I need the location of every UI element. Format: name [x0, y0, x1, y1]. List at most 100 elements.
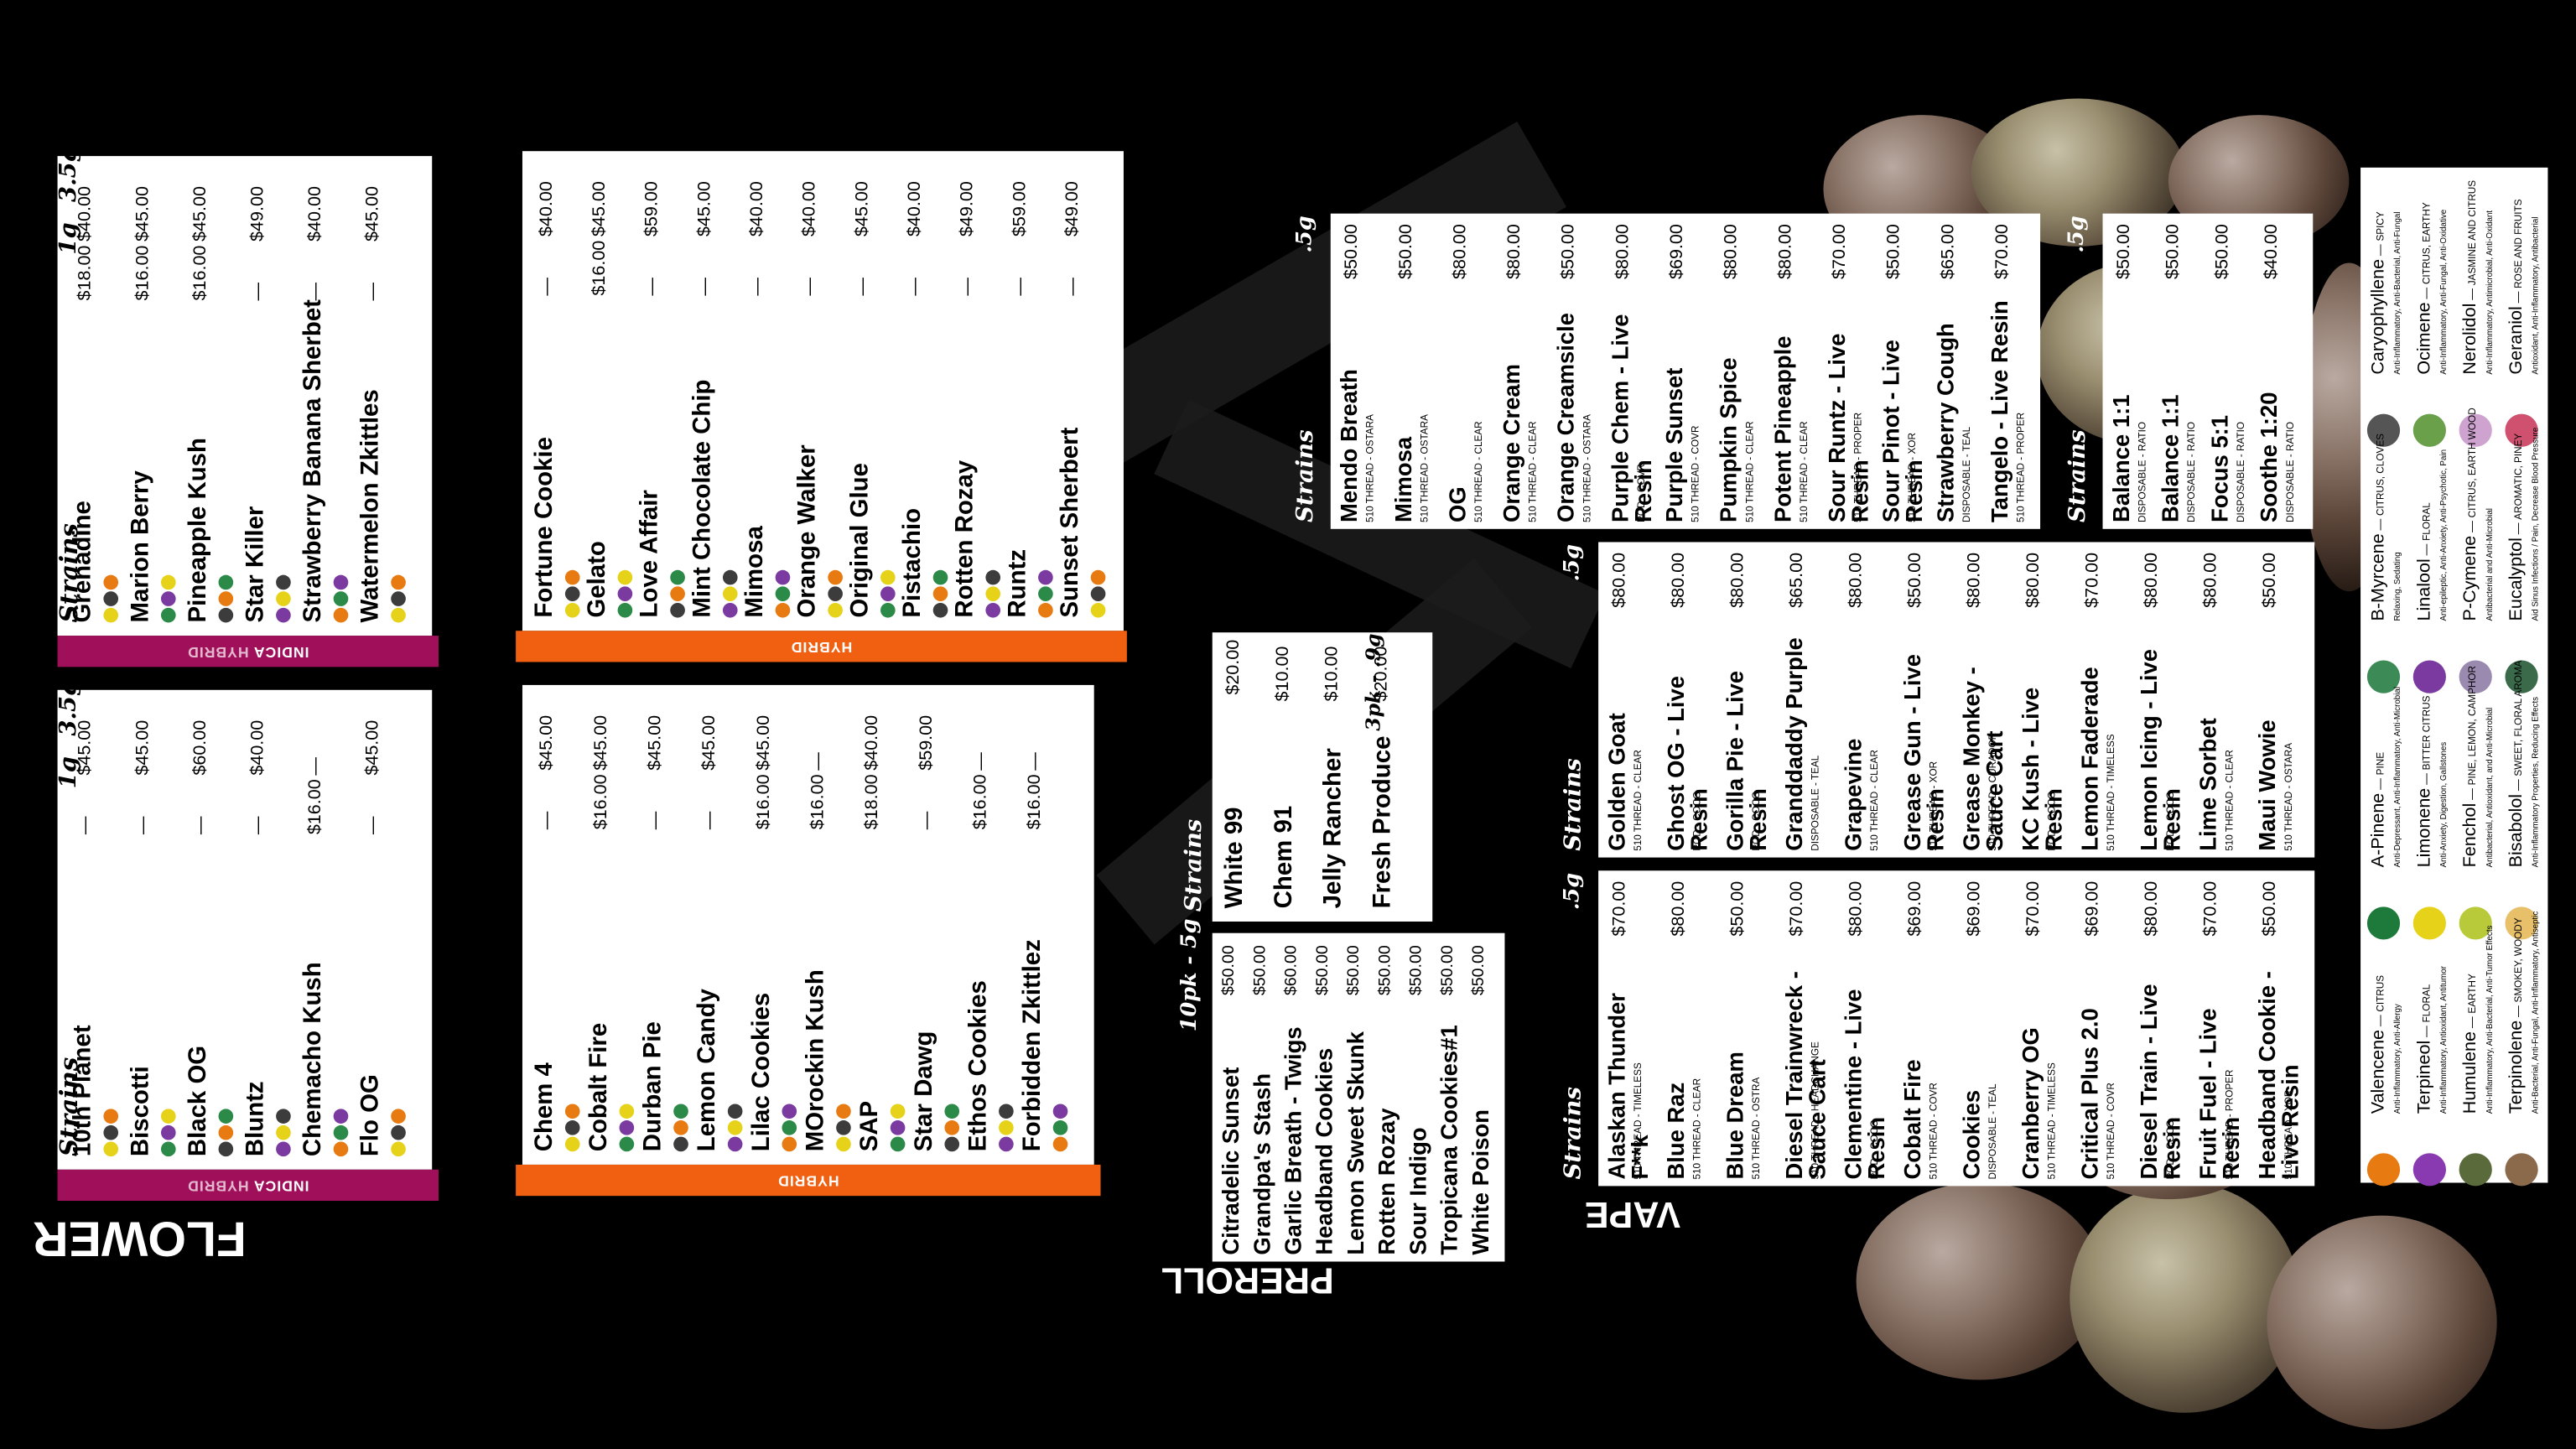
terpene-note: CITRUS, EARTHY — [2423, 202, 2433, 285]
price-half-g: $65.00 — [1787, 552, 1807, 608]
terpene-icon — [620, 1104, 635, 1119]
terpene-icon — [565, 1104, 581, 1119]
terpene-entry: P-Cymene — CITRUS, EARTH WOOD Antibacteri… — [2460, 408, 2497, 621]
terpene-note: SMOKEY, WOODY — [2515, 917, 2525, 1003]
terpene-icon — [836, 1104, 852, 1119]
column-header-1g: 1g — [487, 751, 515, 784]
strain-name: Maui Wowie — [2253, 719, 2281, 851]
hybrid-band: HYBRID — [516, 631, 1127, 662]
terpene-icon — [2366, 906, 2401, 940]
strain-name: Orange Cream — [1498, 363, 1524, 522]
terpene-description: Anti-Anxiety, Digestion, Gallstones — [2439, 741, 2449, 868]
strain-name: White Poison — [1467, 1109, 1493, 1255]
strain-name: Rotten Rozay — [1373, 1108, 1400, 1255]
column-header-strains: Strains — [1561, 758, 1587, 851]
price-35g: $40.00 — [537, 181, 558, 237]
price-1g: — — [958, 278, 978, 296]
terpene-icon — [2505, 906, 2538, 940]
terpene-icon — [944, 1104, 960, 1119]
price-half-g: $70.00 — [1609, 880, 1630, 937]
terpene-icon — [103, 1124, 119, 1140]
price-35g: $45.00 — [362, 719, 383, 776]
strain-name: Mint Chocolate Chip — [688, 379, 717, 618]
strain-subtitle: 510 THREAD - CLEAR — [1634, 750, 1644, 851]
terpene-entry: Fenchol — PINE, LEMON, CAMPHOR Antibacter… — [2461, 666, 2497, 867]
price-half-g: $80.00 — [1669, 880, 1689, 937]
strain-subtitle: 510 THREAD - TIMELESS — [1634, 1062, 1644, 1180]
terpene-icon — [999, 1104, 1015, 1119]
strain-name: Flo OG — [356, 1074, 385, 1157]
terpene-icon — [334, 607, 349, 623]
separator: — — [2375, 515, 2387, 534]
price-1g: — — [852, 278, 873, 296]
strain-name: Blue Raz — [1662, 1082, 1689, 1180]
separator: — — [2467, 785, 2480, 803]
price-35g: $45.00 — [754, 714, 774, 771]
column-header-3pk: 3pk - .9g — [1362, 633, 1385, 731]
terpene-entry: B-Myrcene — CITRUS, CLOVES Relaxing, Seda… — [2369, 433, 2405, 621]
terpene-icon — [723, 569, 739, 585]
price-half-g: $40.00 — [2262, 224, 2283, 280]
price-half-g: $50.00 — [2163, 224, 2184, 280]
cannabis-bud-image — [1856, 1182, 2103, 1380]
price-1g: $18.00 — [862, 774, 882, 830]
terpene-name: P-Cymene — [2460, 535, 2481, 621]
terpene-icon — [276, 574, 292, 590]
terpene-note: CITRUS, CLOVES — [2376, 433, 2387, 516]
terpene-icon — [219, 1124, 234, 1140]
strain-name: Rotten Rozay — [951, 460, 979, 618]
terpene-icon — [103, 607, 119, 623]
separator: — — [2375, 1011, 2387, 1030]
strain-name: Pistachio — [898, 507, 927, 618]
terpene-entry: Linalool — FLORAL Anti-epileptic, Anti-An… — [2415, 449, 2451, 621]
terpene-icons — [667, 1102, 696, 1152]
terpene-icon — [161, 1141, 177, 1157]
separator: — — [2513, 288, 2525, 307]
strain-name: Potent Pineapple — [1768, 335, 1796, 522]
strain-name: Chem 91 — [1270, 805, 1298, 909]
strain-subtitle: 510 THREAD - CLEAR — [1746, 421, 1757, 522]
column-header-1g: 1g — [487, 217, 515, 250]
terpene-icon — [880, 586, 896, 601]
price-1g: $16.00 — [1025, 774, 1045, 830]
terpene-name: Ocimene — [2414, 302, 2435, 375]
terpene-description: Anti-Inflammatory, Antioxidant, Antitumo… — [2439, 965, 2449, 1114]
strain-subtitle: DISPOSABLE - TEAL — [1811, 755, 1822, 851]
strain-subtitle: DISPOSABLE - RATIO — [2237, 421, 2247, 522]
strain-name: OG — [1443, 486, 1471, 522]
terpene-icon — [728, 1104, 743, 1119]
price-35g: $45.00 — [75, 719, 96, 776]
terpene-icons — [613, 1102, 642, 1152]
price-half-g: $80.00 — [1846, 552, 1867, 608]
strain-name: Chemacho Kush — [299, 962, 327, 1157]
strain-name: Star Killer — [241, 506, 270, 623]
terpene-icon — [880, 602, 896, 618]
terpene-icon — [2505, 413, 2538, 447]
terpene-entry: Limonene — BITTER CITRUS Anti-Anxiety, Di… — [2415, 696, 2451, 868]
strain-subtitle: 510 THREAD - PROPER — [2225, 1069, 2236, 1180]
strain-name: Granddaddy Purple — [1780, 637, 1807, 851]
terpene-icon — [2505, 1153, 2538, 1187]
column-header-10pk: 10pk - 5g — [1177, 918, 1202, 1032]
strain-name: Strawberry Banana Sherbet — [299, 299, 327, 623]
strain-subtitle: 510 THREAD - CLEAR — [1871, 750, 1882, 851]
terpene-icon — [565, 586, 581, 601]
strain-subtitle: POD - COCO — [2166, 1119, 2177, 1180]
terpene-icon — [334, 1141, 349, 1157]
separator: — — [2375, 775, 2387, 793]
terpene-note: FLORAL — [2423, 984, 2433, 1023]
terpene-icons — [327, 1107, 356, 1157]
strain-subtitle: 510 THREAD - OSTARA — [1583, 414, 1594, 522]
terpene-icon — [2412, 906, 2446, 940]
price-35g: $45.00 — [190, 186, 210, 242]
column-header-35g: 3.5g — [487, 141, 515, 198]
strain-subtitle: 510 THREAD - XOR — [1909, 433, 1919, 522]
terpene-icons — [721, 1102, 750, 1152]
separator: — — [2513, 519, 2525, 538]
terpene-icon — [2505, 660, 2538, 693]
strain-subtitle: 510 THREAD - OSTARA — [2284, 742, 2295, 851]
terpene-icon — [276, 1124, 292, 1140]
terpene-entry: Terpinolene — SMOKEY, WOODY Anti-Bacteria… — [2506, 911, 2542, 1114]
terpene-entry: Humulene — EARTHY Anti-Inflammatory, Anti… — [2461, 926, 2497, 1114]
terpene-icon — [334, 1124, 349, 1140]
